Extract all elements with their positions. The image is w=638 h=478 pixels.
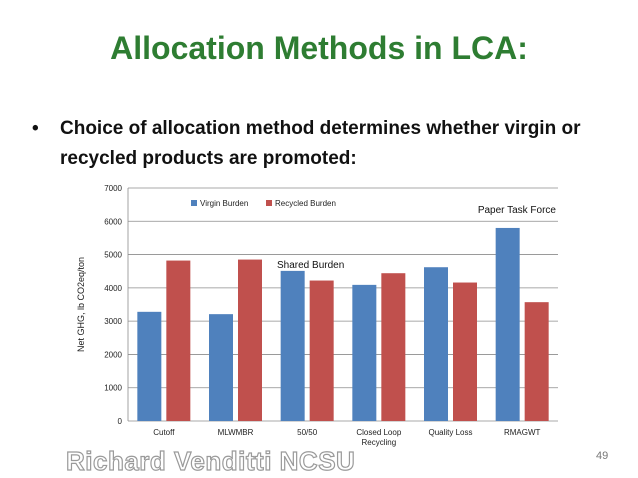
bar-recycled: [238, 259, 262, 421]
y-tick-label: 4000: [104, 284, 122, 293]
bar-virgin: [209, 314, 233, 421]
x-tick-label: Closed Loop Recycling: [356, 428, 401, 447]
bar-recycled: [166, 260, 191, 421]
bar-recycled: [524, 302, 549, 421]
bar-virgin: [137, 311, 162, 421]
annotation-label: Paper Task Force: [478, 205, 557, 216]
bar-recycled: [381, 273, 406, 421]
bar-recycled: [453, 282, 477, 421]
bar-virgin: [424, 267, 448, 421]
y-tick-label: 5000: [104, 251, 122, 260]
legend-label: Recycled Burden: [275, 199, 336, 208]
legend-swatch: [191, 200, 197, 206]
legend-swatch: [266, 200, 272, 206]
x-tick-label: RMAGWT: [504, 428, 541, 437]
x-tick-label: Cutoff: [153, 428, 175, 437]
legend-label: Virgin Burden: [200, 199, 248, 208]
bullet-item: • Choice of allocation method determines…: [32, 114, 612, 174]
author-watermark: Richard Venditti NCSU: [65, 445, 356, 476]
y-axis-title: Net GHG, lb CO2eq/ton: [76, 257, 86, 352]
y-tick-label: 6000: [104, 217, 122, 226]
bar-virgin: [280, 270, 305, 421]
y-tick-label: 3000: [104, 317, 122, 326]
bar-virgin: [352, 284, 377, 421]
slide-title: Allocation Methods in LCA:: [110, 30, 528, 66]
y-tick-label: 7000: [104, 184, 122, 193]
bar-recycled: [309, 280, 334, 421]
x-tick-label: Quality Loss: [428, 428, 472, 437]
bullet-dot: •: [32, 118, 39, 139]
y-tick-label: 1000: [104, 384, 122, 393]
x-tick-label: MLWMBR: [218, 428, 254, 437]
annotation-label: Shared Burden: [277, 260, 344, 271]
x-tick-label: 50/50: [297, 428, 318, 437]
y-tick-label: 2000: [104, 350, 122, 359]
y-tick-label: 0: [118, 417, 123, 426]
bullet-text: Choice of allocation method determines w…: [60, 118, 581, 169]
bar-virgin: [495, 227, 520, 421]
page-number: 49: [596, 450, 609, 462]
